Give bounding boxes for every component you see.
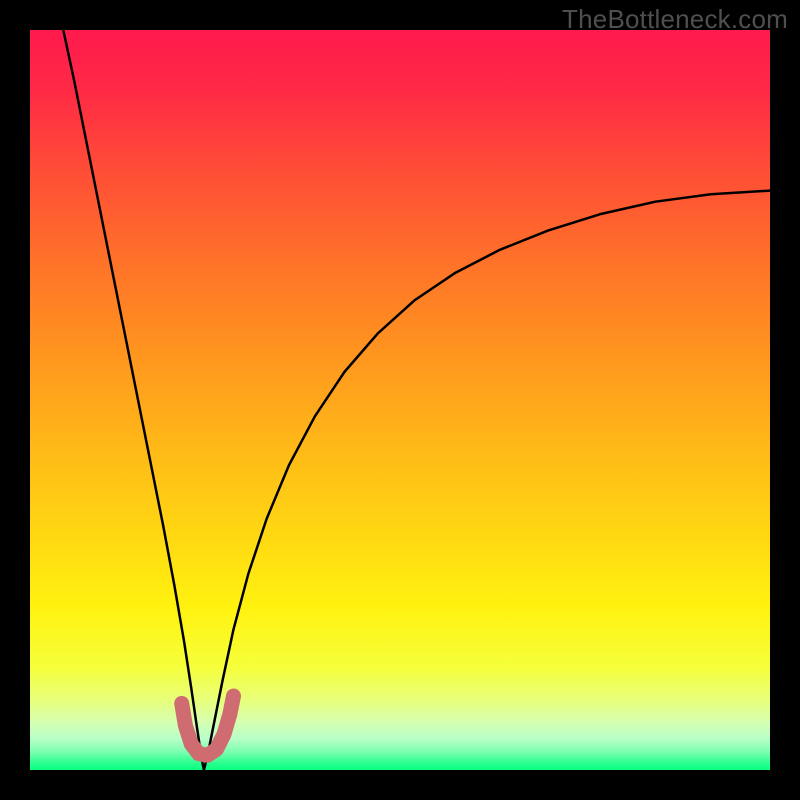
plot-background-gradient xyxy=(30,30,770,770)
watermark-text: TheBottleneck.com xyxy=(562,4,788,35)
bottleneck-chart xyxy=(0,0,800,800)
chart-container: TheBottleneck.com xyxy=(0,0,800,800)
